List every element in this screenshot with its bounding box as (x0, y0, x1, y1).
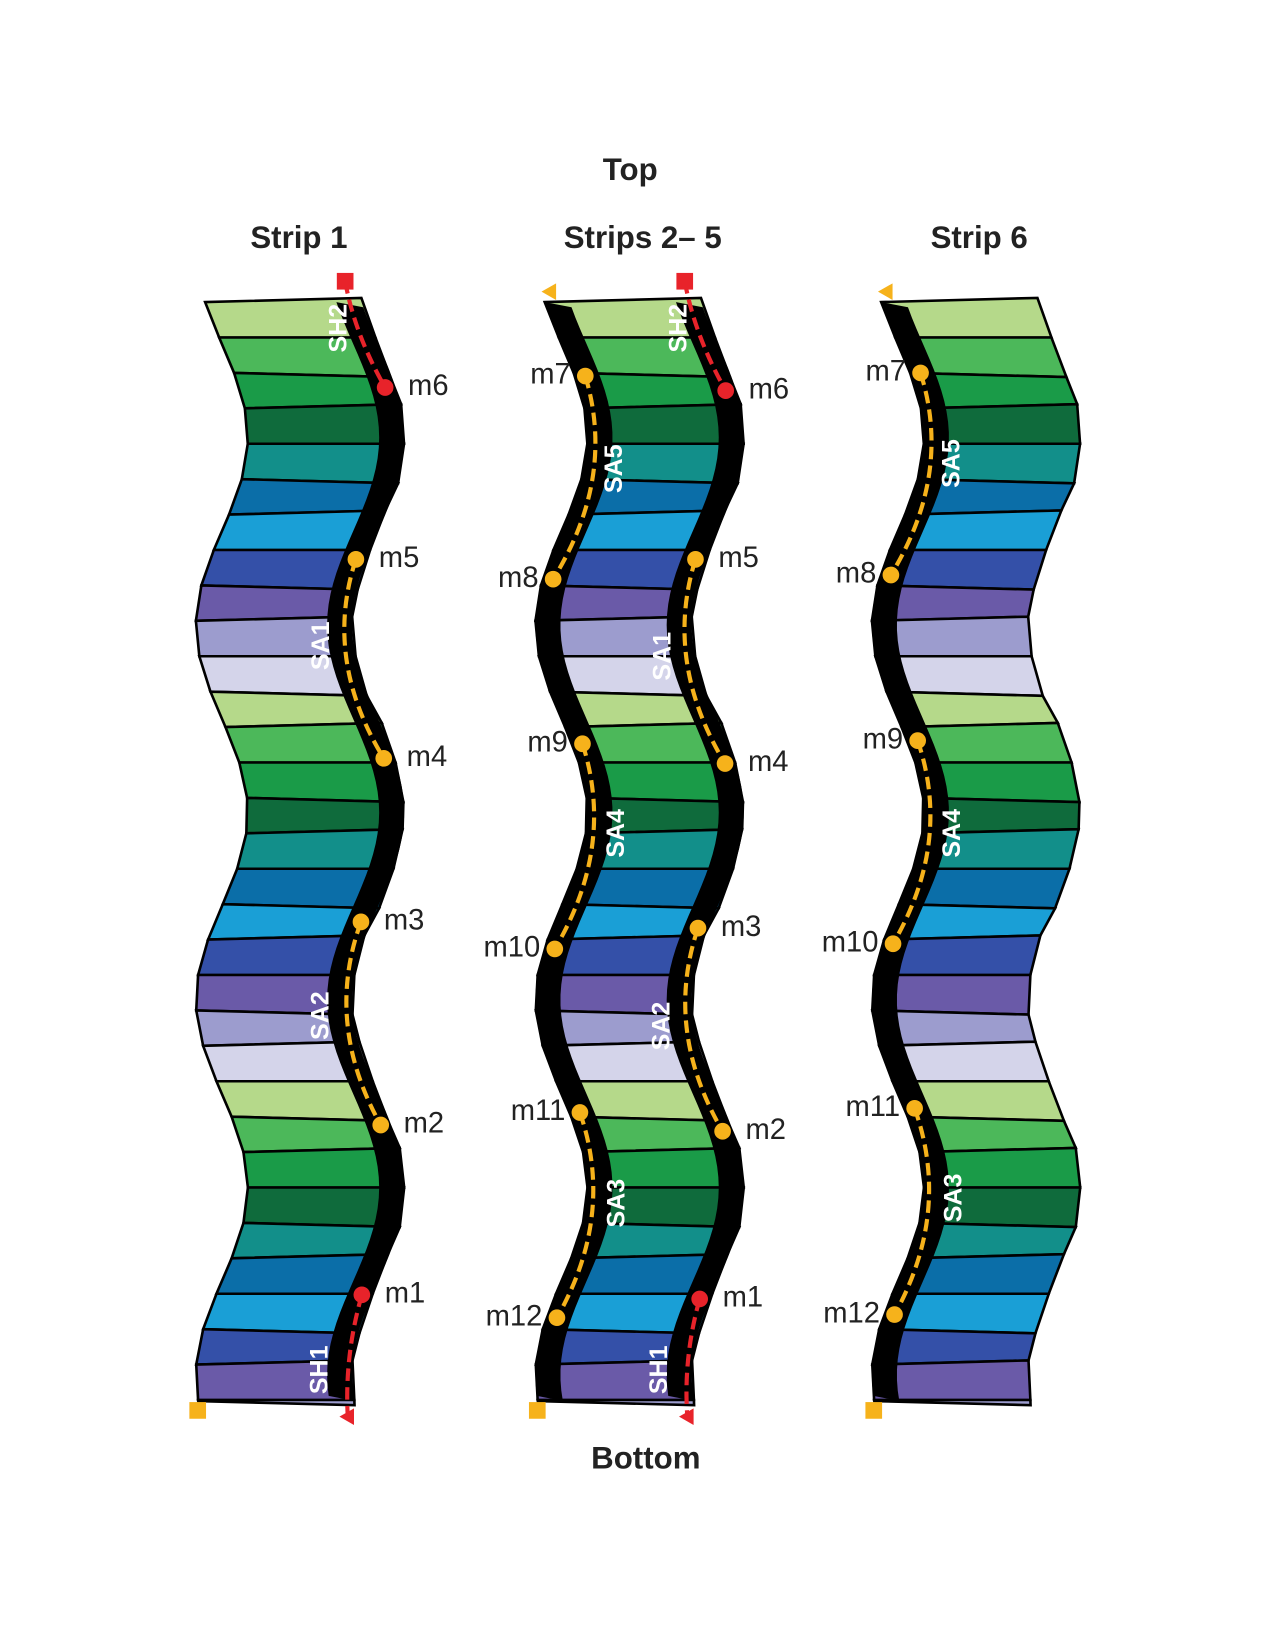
marker-label: m6 (749, 373, 790, 405)
marker-label: m12 (823, 1297, 880, 1329)
segment-label: SA5 (937, 439, 965, 488)
red-square (676, 272, 694, 290)
marker-dot (544, 570, 562, 588)
marker-label: m4 (748, 746, 789, 778)
marker-label: m10 (483, 932, 540, 964)
marker-dot (352, 913, 370, 931)
orange-path (889, 372, 934, 577)
marker-dot (353, 1286, 371, 1304)
marker-label: m1 (723, 1282, 764, 1314)
orange-path (892, 1107, 932, 1316)
marker-dot (884, 935, 902, 953)
yellow-square (865, 1402, 883, 1419)
segment-label: SA3 (939, 1174, 967, 1223)
marker-label: m7 (865, 356, 906, 388)
marker-dot (687, 551, 704, 568)
segment-label: SA1 (307, 621, 335, 670)
yellow-square (528, 1402, 546, 1419)
marker-label: m5 (718, 542, 759, 574)
marker-dot (909, 732, 926, 749)
marker-label: m6 (408, 370, 449, 402)
marker-label: m2 (746, 1114, 787, 1146)
orange-path (555, 1111, 596, 1319)
yellow-triangle (541, 283, 557, 300)
segment-label: SH1 (645, 1345, 673, 1394)
marker-dot (546, 940, 564, 958)
strip-title: Strip 6 (931, 220, 1028, 255)
marker-label: m3 (721, 911, 762, 943)
orange-path (683, 927, 725, 1133)
red-path (684, 1298, 702, 1417)
marker-label: m8 (836, 558, 877, 590)
marker-label: m11 (845, 1091, 900, 1123)
segment-label: SA2 (647, 1002, 675, 1051)
marker-label: m1 (385, 1277, 426, 1309)
strip-slice (872, 1398, 1032, 1407)
segment-label: SA1 (649, 632, 677, 681)
red-path (682, 280, 728, 392)
marker-label: m9 (863, 723, 904, 755)
marker-dot (912, 364, 929, 382)
red-triangle (339, 1408, 355, 1425)
bottom-label: Bottom (591, 1441, 700, 1476)
segment-label: SA5 (600, 444, 628, 493)
red-path (343, 280, 387, 389)
strip-title: Strip 1 (250, 220, 347, 255)
orange-path (682, 558, 727, 765)
red-square (336, 272, 354, 290)
marker-label: m2 (404, 1108, 445, 1140)
marker-dot (689, 919, 707, 937)
orange-path (342, 558, 386, 760)
marker-dot (716, 755, 734, 772)
marker-dot (347, 551, 365, 568)
yellow-triangle (877, 283, 893, 300)
segment-label: SA2 (306, 991, 334, 1040)
marker-dot (576, 367, 594, 385)
top-label: Top (603, 152, 658, 187)
marker-label: m12 (486, 1300, 543, 1332)
segment-label: SH1 (306, 1345, 334, 1394)
marker-dot (886, 1306, 903, 1323)
orange-path (551, 375, 598, 581)
marker-dot (548, 1309, 566, 1327)
marker-dot (691, 1290, 709, 1308)
red-path (345, 1294, 364, 1417)
marker-label: m11 (511, 1095, 566, 1127)
marker-dot (714, 1122, 731, 1140)
marker-dot (376, 379, 394, 396)
marker-label: m3 (384, 905, 425, 937)
marker-dot (906, 1100, 923, 1117)
marker-label: m4 (407, 741, 448, 773)
yellow-square (189, 1402, 207, 1419)
orange-path (891, 739, 933, 945)
marker-dot (574, 735, 591, 753)
segment-label: SA4 (602, 809, 630, 858)
marker-dot (571, 1104, 589, 1121)
marker-label: m9 (527, 726, 568, 758)
marker-label: m10 (822, 926, 879, 958)
marker-label: m8 (498, 562, 539, 594)
segment-label: SA3 (602, 1179, 630, 1228)
strip-slice (536, 1398, 696, 1407)
orange-path (552, 743, 597, 951)
strip-slice (196, 1398, 356, 1407)
marker-label: m5 (379, 542, 420, 574)
segment-label: SH2 (664, 304, 692, 353)
marker-label: m7 (530, 359, 571, 391)
red-triangle (679, 1408, 694, 1425)
segment-label: SH2 (325, 304, 353, 353)
marker-dot (882, 566, 900, 584)
segment-label: SA4 (938, 809, 966, 858)
marker-dot (375, 750, 393, 767)
orange-path (344, 921, 383, 1127)
marker-dot (372, 1116, 390, 1134)
marker-dot (717, 382, 735, 399)
strip-title: Strips 2– 5 (564, 220, 722, 255)
